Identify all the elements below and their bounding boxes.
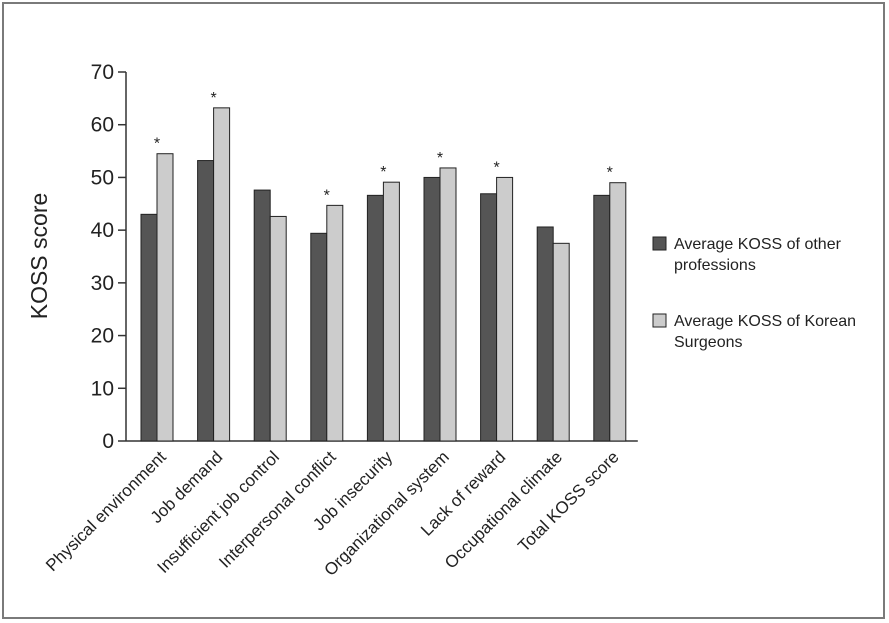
bar-other-professions xyxy=(536,226,554,442)
y-tick-label: 50 xyxy=(91,166,114,189)
significance-marker: * xyxy=(380,164,386,181)
y-tick-label: 20 xyxy=(91,325,114,348)
bar-korean-surgeons xyxy=(213,107,231,442)
significance-marker: * xyxy=(493,159,499,176)
bar-korean-surgeons xyxy=(156,153,174,442)
significance-marker: * xyxy=(210,90,216,107)
bar-korean-surgeons xyxy=(439,167,457,442)
bar-other-professions xyxy=(140,213,158,442)
legend-label: professions xyxy=(674,257,756,274)
bar-korean-surgeons xyxy=(609,182,627,442)
bar-other-professions xyxy=(366,194,384,442)
x-tick-label: Total KOSS score xyxy=(514,447,622,555)
bar-korean-surgeons xyxy=(552,242,570,442)
bar-other-professions xyxy=(423,176,441,442)
y-tick-label: 0 xyxy=(102,430,114,453)
y-tick-label: 60 xyxy=(91,114,114,137)
legend-label: Average KOSS of other xyxy=(674,236,842,253)
legend-label: Average KOSS of Korean xyxy=(674,313,856,330)
y-tick-label: 30 xyxy=(91,272,114,295)
y-axis-label: KOSS score xyxy=(26,193,52,320)
legend-swatch-korean-surgeons xyxy=(652,313,667,328)
significance-marker: * xyxy=(607,165,613,182)
bar-other-professions xyxy=(197,160,215,442)
bar-korean-surgeons xyxy=(326,204,344,442)
legend-label: Surgeons xyxy=(674,334,743,351)
y-tick-label: 40 xyxy=(91,219,114,242)
bar-other-professions xyxy=(253,189,271,442)
y-tick-label: 70 xyxy=(91,61,114,84)
bar-other-professions xyxy=(310,232,328,442)
bar-korean-surgeons xyxy=(269,215,287,442)
bar-other-professions xyxy=(593,194,611,442)
legend-swatch-other-professions xyxy=(652,236,667,251)
significance-marker: * xyxy=(324,187,330,204)
y-tick-label: 10 xyxy=(91,377,114,400)
bar-korean-surgeons xyxy=(496,176,514,442)
bar-korean-surgeons xyxy=(382,181,400,442)
significance-marker: * xyxy=(437,150,443,167)
bar-other-professions xyxy=(480,193,498,442)
significance-marker: * xyxy=(154,136,160,153)
